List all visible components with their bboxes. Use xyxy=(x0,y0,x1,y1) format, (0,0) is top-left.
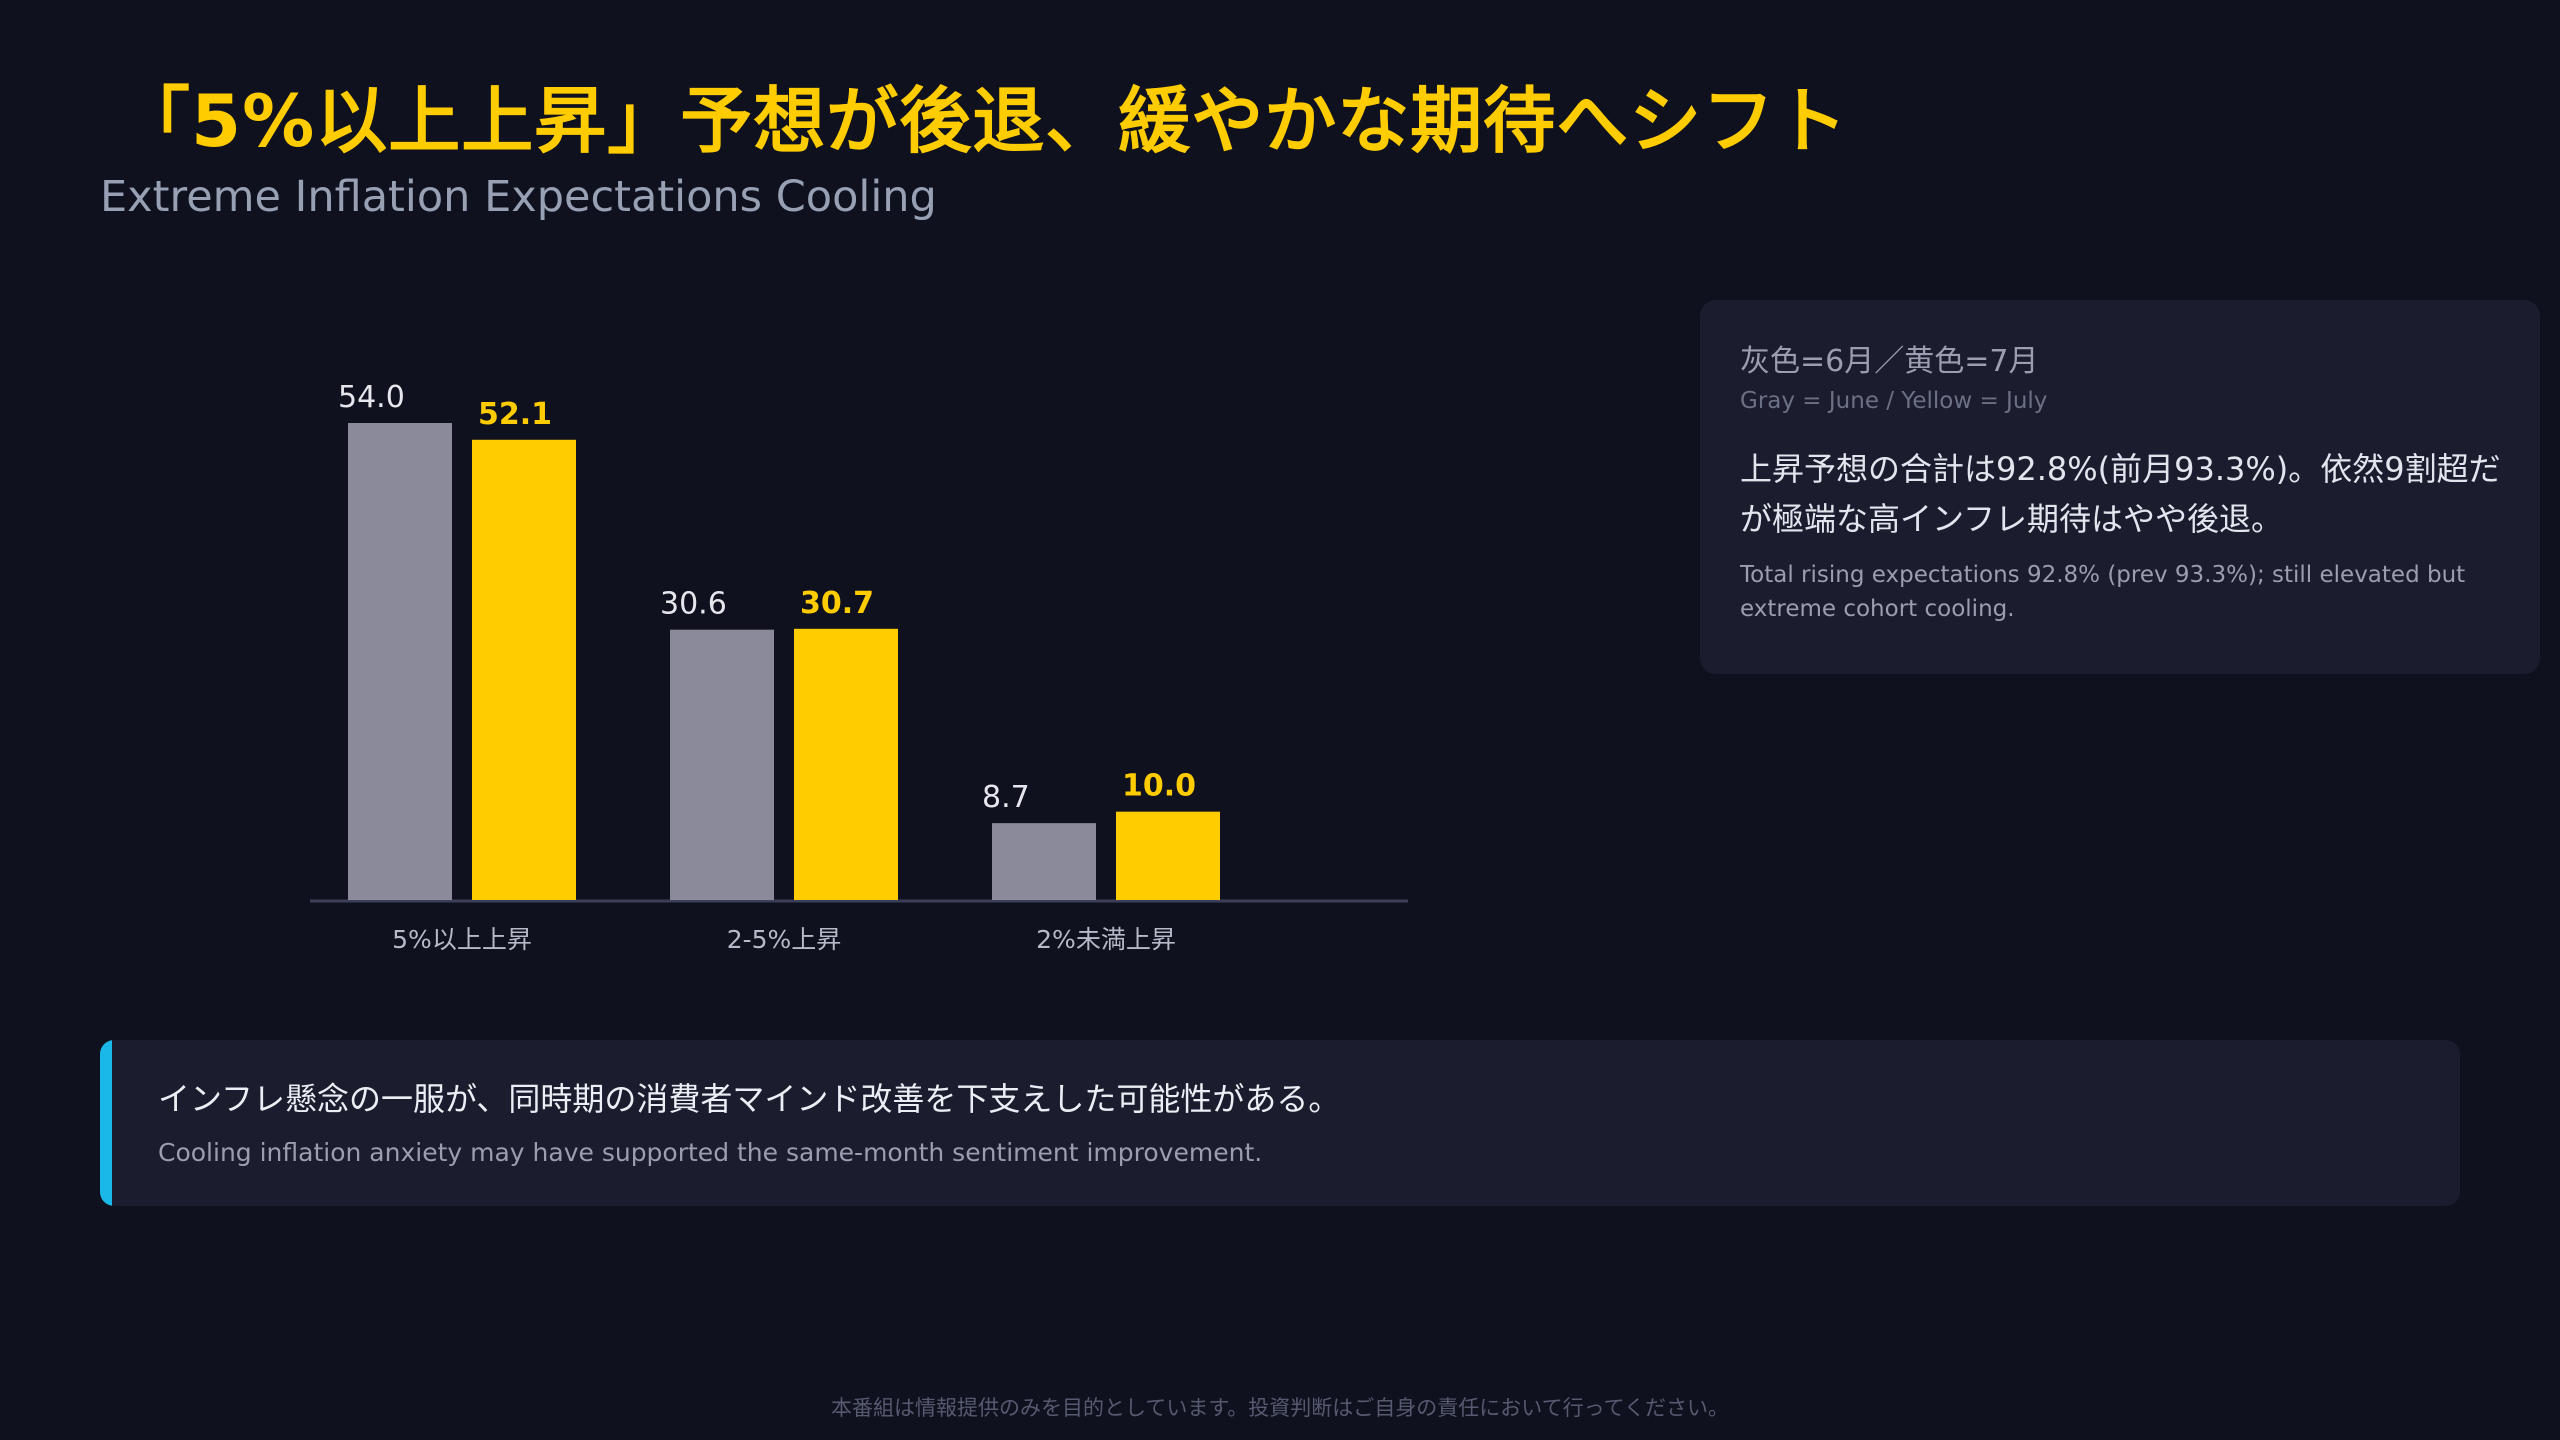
data-label-series2-0: 52.1 xyxy=(478,397,552,432)
category-label-1: 2-5%上昇 xyxy=(727,925,842,954)
insight-text-en: Cooling inflation anxiety may have suppo… xyxy=(158,1138,1263,1167)
legend-text-jp: 灰色=6月／黄色=7月 xyxy=(1740,344,2039,379)
insight-accent-bar xyxy=(100,1040,112,1206)
page-subtitle: Extreme Inflation Expectations Cooling xyxy=(100,172,937,222)
page-title: 「5%以上上昇」予想が後退、緩やかな期待へシフト xyxy=(118,79,1849,163)
data-label-series2-1: 30.7 xyxy=(800,586,874,621)
bar-series1-2 xyxy=(992,823,1096,900)
data-label-series2-2: 10.0 xyxy=(1122,769,1196,804)
bar-series2-2 xyxy=(1116,811,1220,900)
data-label-series1-2: 8.7 xyxy=(982,780,1030,815)
summary-text-en: Total rising expectations 92.8% (prev 93… xyxy=(1740,562,2466,622)
insight-callout: インフレ懸念の一服が、同時期の消費者マインド改善を下支えした可能性がある。 Co… xyxy=(100,1040,2460,1206)
bar-series1-0 xyxy=(348,423,452,900)
summary-text-jp: 上昇予想の合計は92.8%(前月93.3%)。依然9割超だが極端な高インフレ期待… xyxy=(1740,450,2501,538)
category-label-2: 2%未満上昇 xyxy=(1036,925,1176,954)
data-label-series1-0: 54.0 xyxy=(338,380,405,415)
disclaimer: 本番組は情報提供のみを目的としています。投資判断はご自身の責任において行ってくだ… xyxy=(831,1396,1729,1420)
legend-text-en: Gray = June / Yellow = July xyxy=(1740,388,2048,414)
data-label-series1-1: 30.6 xyxy=(660,587,727,622)
bar-series1-1 xyxy=(670,629,774,900)
bar-series2-1 xyxy=(794,628,898,900)
insight-text-jp: インフレ懸念の一服が、同時期の消費者マインド改善を下支えした可能性がある。 xyxy=(158,1080,1341,1118)
category-label-0: 5%以上上昇 xyxy=(392,925,532,954)
legend-card: 灰色=6月／黄色=7月 Gray = June / Yellow = July … xyxy=(1700,300,2540,674)
bar-series2-0 xyxy=(472,439,576,900)
bar-chart: 54.0 52.1 5%以上上昇 30.6 30.7 2-5%上昇 8.7 10.0 2%未満上… xyxy=(310,380,1408,954)
